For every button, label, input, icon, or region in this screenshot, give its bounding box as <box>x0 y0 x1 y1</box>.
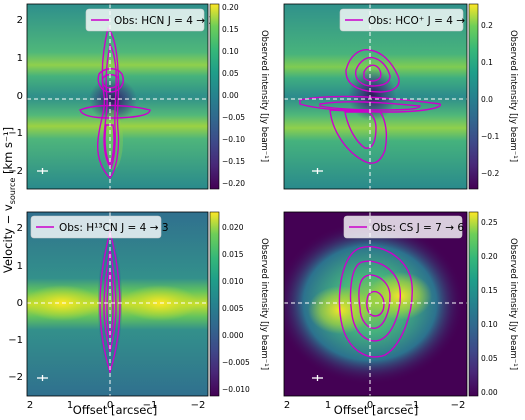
xtick-cs-4: −2 <box>451 400 466 411</box>
legend-hcn <box>85 8 205 32</box>
xticks-h13cn: 2 1 0 −1 −2 <box>27 400 206 411</box>
cbar-h13cn-5: −0.005 <box>222 358 250 367</box>
cbar-cs-0: 0.25 <box>481 218 498 227</box>
cbar-hcn-1: 0.15 <box>222 25 239 34</box>
xtick-h13cn-1: 1 <box>67 400 73 411</box>
cbar-hcop-4: −0.2 <box>481 169 499 178</box>
cbar-ticks-h13cn: 0.020 0.015 0.010 0.005 0.000 −0.005 −0.… <box>222 223 250 394</box>
cbar-cs-4: 0.05 <box>481 354 498 363</box>
cbar-hcop-3: −0.1 <box>481 132 499 141</box>
cbar-h13cn-1: 0.015 <box>222 250 244 259</box>
contours-cs <box>338 246 413 358</box>
cbar-hcn-6: −0.10 <box>222 135 245 144</box>
cbar-hcn-8: −0.20 <box>222 179 245 188</box>
cbar-cs-1: 0.20 <box>481 252 498 261</box>
y-axis-label-unit: [km s⁻¹] <box>1 127 15 178</box>
yticks-hcn: 2 1 0 −1 −2 <box>8 15 23 177</box>
colorbar-hcn <box>209 3 220 190</box>
cbar-ticks-hcn: 0.20 0.15 0.10 0.05 0.00 −0.05 −0.10 −0.… <box>222 3 245 188</box>
cbar-cs-5: 0.00 <box>481 388 498 397</box>
ytick-hcn-0: 2 <box>17 15 23 26</box>
x-axis-label-right: Offset [arcsec] <box>334 403 418 416</box>
legend-text-hcop: Obs: HCO⁺ J = 4 → 3 <box>368 15 475 27</box>
cbar-h13cn-0: 0.020 <box>222 223 244 232</box>
y-axis-label-sub: source <box>8 178 17 205</box>
legend-text-hcn: Obs: HCN J = 4 → 3 <box>114 15 215 27</box>
ytick-hcn-2: 0 <box>17 91 23 102</box>
cbar-hcn-7: −0.15 <box>222 157 245 166</box>
xticks-cs: 2 1 0 −1 −2 <box>284 400 466 411</box>
xtick-h13cn-4: −2 <box>191 400 206 411</box>
legend-h13cn <box>30 215 162 239</box>
xtick-cs-2: 0 <box>367 400 373 411</box>
cbar-hcn-2: 0.10 <box>222 47 239 56</box>
legend-text-cs: Obs: CS J = 7 → 6 <box>372 222 464 234</box>
ytick-h13cn-2: 0 <box>17 298 23 309</box>
xtick-h13cn-2: 0 <box>107 400 113 411</box>
cbar-hcn-3: 0.05 <box>222 69 239 78</box>
xtick-cs-1: 1 <box>325 400 331 411</box>
panel-h13cn: Obs: H¹³CN J = 4 → 3 2 1 0 −1 −2 2 1 0 −… <box>8 211 269 411</box>
colorbar-h13cn <box>209 211 220 397</box>
panel-hcn: Obs: HCN J = 4 → 3 2 1 0 −1 −2 0.20 0.15… <box>8 3 269 190</box>
legend-hcop <box>339 8 464 32</box>
cbar-hcn-4: 0.00 <box>222 91 239 100</box>
cbar-hcop-0: 0.2 <box>481 21 493 30</box>
panel-hcop: Obs: HCO⁺ J = 4 → 3 0.2 0.1 0.0 −0.1 −0.… <box>283 3 518 190</box>
legend-text-h13cn: Obs: H¹³CN J = 4 → 3 <box>59 222 169 234</box>
colorbar-cs <box>468 211 479 397</box>
cbar-cs-2: 0.15 <box>481 286 498 295</box>
ytick-hcn-4: −2 <box>8 166 23 177</box>
cbar-h13cn-3: 0.005 <box>222 304 244 313</box>
cbar-hcn-5: −0.05 <box>222 113 245 122</box>
cbar-hcn-0: 0.20 <box>222 3 239 12</box>
xtick-cs-0: 2 <box>284 400 290 411</box>
contours-hcop <box>299 48 441 164</box>
cbar-hcop-2: 0.0 <box>481 95 493 104</box>
cbar-ticks-cs: 0.25 0.20 0.15 0.10 0.05 0.00 <box>481 218 498 397</box>
colorbar-hcop <box>468 3 479 190</box>
cbar-label-hcn: Observed intensity [Jy beam⁻¹] <box>259 30 269 162</box>
ytick-h13cn-1: 1 <box>17 261 23 272</box>
ytick-h13cn-3: −1 <box>8 335 23 346</box>
ytick-h13cn-0: 2 <box>17 223 23 234</box>
panel-cs: Obs: CS J = 7 → 6 2 1 0 −1 −2 0.25 0.20 … <box>283 211 518 411</box>
cbar-cs-3: 0.10 <box>481 320 498 329</box>
ytick-hcn-3: −1 <box>8 128 23 139</box>
xtick-h13cn-3: −1 <box>143 400 158 411</box>
xtick-cs-3: −1 <box>405 400 420 411</box>
cbar-label-hcop: Observed intensity [Jy beam⁻¹] <box>508 30 518 162</box>
y-axis-label-main: Velocity − v <box>1 204 15 273</box>
y-axis-label: Velocity − vsource [km s⁻¹] <box>1 127 17 273</box>
cbar-h13cn-6: −0.010 <box>222 385 250 394</box>
x-axis-label-left: Offset [arcsec] <box>73 403 157 416</box>
cbar-hcop-1: 0.1 <box>481 58 493 67</box>
xtick-h13cn-0: 2 <box>27 400 33 411</box>
cbar-h13cn-4: 0.000 <box>222 331 244 340</box>
cbar-h13cn-2: 0.010 <box>222 277 244 286</box>
legend-cs <box>343 215 463 239</box>
ytick-h13cn-4: −2 <box>8 372 23 383</box>
yticks-h13cn: 2 1 0 −1 −2 <box>8 223 23 383</box>
cbar-label-h13cn: Observed intensity [Jy beam⁻¹] <box>259 238 269 370</box>
ytick-hcn-1: 1 <box>17 53 23 64</box>
cbar-ticks-hcop: 0.2 0.1 0.0 −0.1 −0.2 <box>481 21 499 178</box>
cbar-label-cs: Observed intensity [Jy beam⁻¹] <box>508 238 518 370</box>
